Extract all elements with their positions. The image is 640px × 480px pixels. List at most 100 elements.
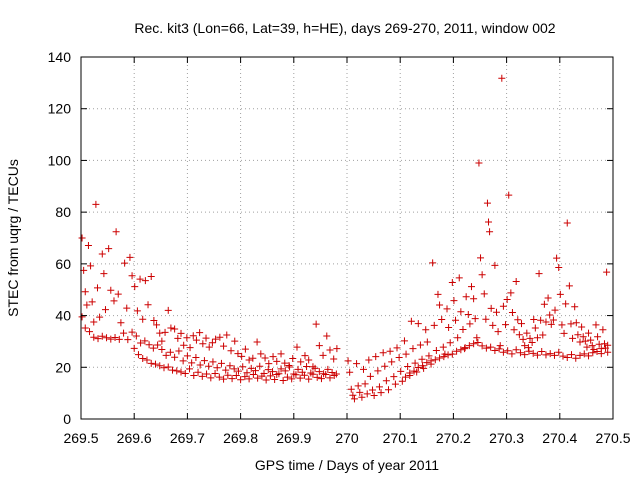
data-point bbox=[452, 316, 460, 324]
data-point bbox=[160, 364, 168, 372]
data-point bbox=[297, 358, 305, 366]
data-point bbox=[158, 345, 166, 353]
data-point bbox=[578, 323, 586, 331]
data-point bbox=[418, 355, 426, 363]
data-point bbox=[216, 333, 224, 341]
data-point bbox=[593, 348, 601, 356]
x-tick-label: 269.5 bbox=[63, 430, 98, 446]
data-point bbox=[492, 308, 500, 316]
data-point bbox=[222, 366, 230, 374]
data-point bbox=[350, 395, 358, 403]
data-point bbox=[487, 304, 495, 312]
data-point bbox=[103, 334, 111, 342]
data-point bbox=[128, 328, 136, 336]
data-point bbox=[431, 356, 439, 364]
x-tick-label: 270.4 bbox=[542, 430, 577, 446]
data-point bbox=[288, 375, 296, 383]
data-point bbox=[448, 350, 456, 358]
data-point bbox=[326, 346, 334, 354]
data-point bbox=[147, 273, 155, 281]
data-point bbox=[228, 375, 236, 383]
data-point bbox=[483, 199, 491, 207]
data-point bbox=[237, 376, 245, 384]
data-point bbox=[414, 364, 422, 372]
data-point bbox=[150, 316, 158, 324]
data-point bbox=[503, 296, 511, 304]
data-point bbox=[319, 351, 327, 359]
data-point bbox=[311, 364, 319, 372]
y-tick-label: 140 bbox=[48, 49, 72, 65]
data-point bbox=[510, 326, 518, 334]
x-tick-label: 269.8 bbox=[223, 430, 258, 446]
data-point bbox=[473, 334, 481, 342]
data-point bbox=[166, 348, 174, 356]
data-point bbox=[133, 307, 141, 315]
data-point bbox=[305, 375, 313, 383]
data-point bbox=[443, 305, 451, 313]
data-point bbox=[315, 368, 323, 376]
data-point bbox=[234, 350, 242, 358]
data-point bbox=[482, 344, 490, 352]
data-point bbox=[294, 365, 302, 373]
y-tick-label: 20 bbox=[55, 359, 71, 375]
data-point bbox=[326, 374, 334, 382]
data-point bbox=[393, 344, 401, 352]
data-point bbox=[349, 391, 357, 399]
x-tick-label: 269.7 bbox=[170, 430, 205, 446]
data-point bbox=[514, 316, 522, 324]
data-point bbox=[571, 303, 579, 311]
data-point bbox=[192, 336, 200, 344]
data-point bbox=[400, 337, 408, 345]
data-point bbox=[271, 375, 279, 383]
data-point bbox=[175, 347, 183, 355]
data-point bbox=[597, 350, 605, 358]
data-point bbox=[347, 385, 355, 393]
data-point bbox=[508, 350, 516, 358]
data-point bbox=[453, 347, 461, 355]
data-point bbox=[199, 340, 207, 348]
data-point bbox=[478, 342, 486, 350]
data-point bbox=[432, 346, 440, 354]
data-point bbox=[407, 317, 415, 325]
data-point bbox=[491, 346, 499, 354]
data-point bbox=[100, 270, 108, 278]
data-point bbox=[238, 352, 246, 360]
data-point bbox=[499, 348, 507, 356]
data-point bbox=[253, 338, 261, 346]
data-point bbox=[466, 320, 474, 328]
data-point bbox=[391, 380, 399, 388]
data-point bbox=[454, 334, 462, 342]
data-point bbox=[585, 352, 593, 360]
data-point bbox=[361, 380, 369, 388]
data-point bbox=[156, 329, 164, 337]
data-point bbox=[124, 336, 132, 344]
data-point bbox=[92, 200, 100, 208]
data-point bbox=[436, 301, 444, 309]
data-point bbox=[603, 268, 611, 276]
data-point bbox=[434, 290, 442, 298]
data-point bbox=[164, 306, 172, 314]
data-point bbox=[130, 344, 138, 352]
data-point bbox=[462, 293, 470, 301]
data-point bbox=[372, 353, 380, 361]
data-point bbox=[495, 345, 503, 353]
data-point bbox=[546, 311, 554, 319]
data-point bbox=[359, 365, 367, 373]
data-point bbox=[445, 323, 453, 331]
data-point bbox=[269, 368, 277, 376]
data-point bbox=[132, 332, 140, 340]
data-point bbox=[300, 371, 308, 379]
data-point bbox=[559, 352, 567, 360]
data-point bbox=[78, 234, 86, 242]
data-point bbox=[550, 351, 558, 359]
data-point bbox=[183, 334, 191, 342]
data-point bbox=[183, 352, 191, 360]
data-point bbox=[474, 338, 482, 346]
data-point bbox=[381, 362, 389, 370]
data-point bbox=[461, 345, 469, 353]
data-point bbox=[422, 326, 430, 334]
data-point bbox=[344, 357, 352, 365]
data-point bbox=[87, 262, 95, 270]
data-point bbox=[499, 302, 507, 310]
data-point bbox=[171, 325, 179, 333]
